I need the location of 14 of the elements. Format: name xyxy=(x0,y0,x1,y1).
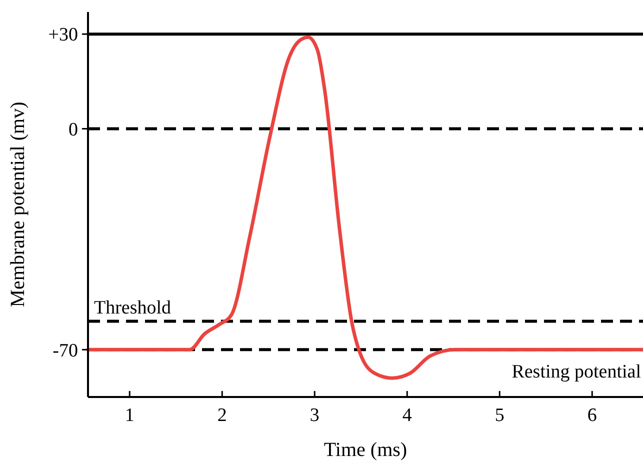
x-tick-label: 3 xyxy=(310,405,320,426)
x-tick-label: 1 xyxy=(124,405,134,426)
x-tick-label: 2 xyxy=(217,405,227,426)
y-tick-label: -70 xyxy=(52,340,78,362)
y-axis-title: Membrane potential (mv) xyxy=(7,102,29,308)
y-tick-label: +30 xyxy=(48,24,78,46)
x-tick-label: 6 xyxy=(587,405,597,426)
y-tick-label: 0 xyxy=(68,119,78,140)
x-axis-title: Time (ms) xyxy=(324,439,408,461)
x-tick-label: 5 xyxy=(494,405,504,426)
x-tick-label: 4 xyxy=(402,405,412,426)
ref-line-label: Threshold xyxy=(94,297,172,318)
ref-line-label: Resting potential xyxy=(512,362,641,383)
line-series xyxy=(86,35,643,380)
